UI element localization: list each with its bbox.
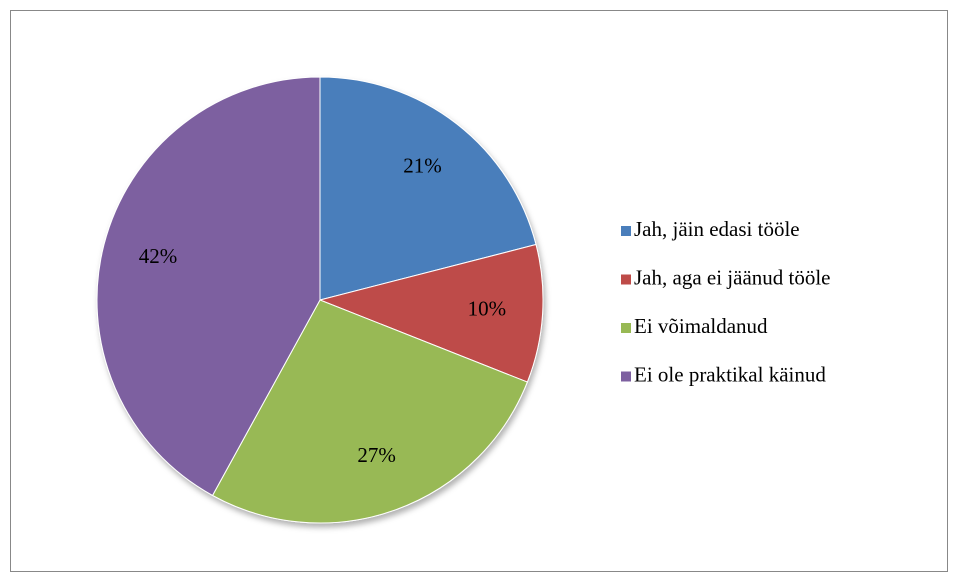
data-label: 42%	[139, 244, 178, 268]
pie-slice	[318, 243, 544, 383]
pie	[96, 76, 544, 524]
legend-label: Jah, aga ei jäänud tööle	[634, 265, 831, 289]
data-label: 21%	[403, 154, 442, 178]
legend-swatch	[621, 274, 631, 285]
data-label: 27%	[357, 443, 396, 467]
legend-label: Ei ole praktikal käinud	[634, 362, 826, 386]
legend-swatch	[621, 226, 631, 236]
legend-label: Jah, jäin edasi tööle	[634, 217, 800, 241]
data-label: 10%	[468, 296, 507, 320]
pie-slice	[211, 299, 528, 524]
pie-slice	[96, 76, 321, 497]
legend-label: Ei võimaldanud	[634, 314, 768, 338]
legend-swatch	[621, 323, 631, 333]
legend-swatch	[621, 371, 631, 382]
pie-slice	[319, 76, 537, 301]
